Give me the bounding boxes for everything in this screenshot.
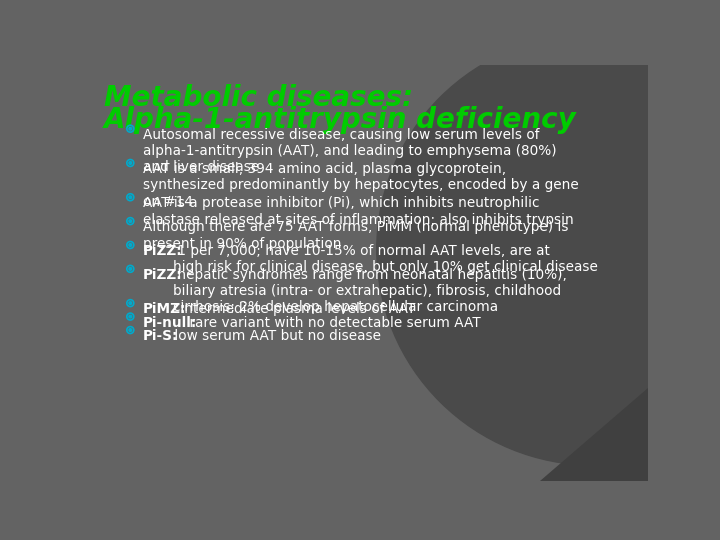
Circle shape (129, 127, 132, 130)
Circle shape (129, 267, 132, 270)
Text: Autosomal recessive disease, causing low serum levels of
alpha-1-antitrypsin (AA: Autosomal recessive disease, causing low… (143, 128, 557, 174)
Text: PiMZ:: PiMZ: (143, 302, 186, 316)
Text: low serum AAT but no disease: low serum AAT but no disease (170, 329, 381, 343)
Circle shape (129, 302, 132, 305)
Text: rare variant with no detectable serum AAT: rare variant with no detectable serum AA… (185, 316, 480, 330)
Text: Alpha-1-antitrypsin deficiency: Alpha-1-antitrypsin deficiency (104, 106, 577, 133)
Text: Pi-S:: Pi-S: (143, 329, 178, 343)
Circle shape (129, 196, 132, 199)
Text: PiZZ:: PiZZ: (143, 244, 182, 258)
Circle shape (129, 315, 132, 318)
Circle shape (129, 220, 132, 222)
Text: AAT is a small, 394 amino acid, plasma glycoprotein,
synthesized predominantly b: AAT is a small, 394 amino acid, plasma g… (143, 162, 578, 208)
Text: AAT is a protease inhibitor (Pi), which inhibits neutrophilic
elastase released : AAT is a protease inhibitor (Pi), which … (143, 197, 573, 227)
Circle shape (129, 161, 132, 164)
Circle shape (129, 329, 132, 332)
Text: Metabolic diseases:: Metabolic diseases: (104, 84, 413, 112)
Text: Pi-null:: Pi-null: (143, 316, 197, 330)
Polygon shape (539, 388, 648, 481)
Circle shape (377, 34, 720, 465)
Text: 1 per 7,000; have 10-15% of normal AAT levels, are at
high risk for clinical dis: 1 per 7,000; have 10-15% of normal AAT l… (174, 244, 598, 274)
Text: PiZZ:: PiZZ: (143, 268, 182, 282)
Text: Although there are 75 AAT forms, PiMM (normal phenotype) is
present in 90% of po: Although there are 75 AAT forms, PiMM (n… (143, 220, 568, 251)
Text: hepatic syndromes range from neonatal hepatitis (10%),
biliary atresia (intra- o: hepatic syndromes range from neonatal he… (174, 268, 567, 314)
Circle shape (129, 244, 132, 246)
Text: intermediate plasma levels of AAT: intermediate plasma levels of AAT (176, 302, 415, 316)
